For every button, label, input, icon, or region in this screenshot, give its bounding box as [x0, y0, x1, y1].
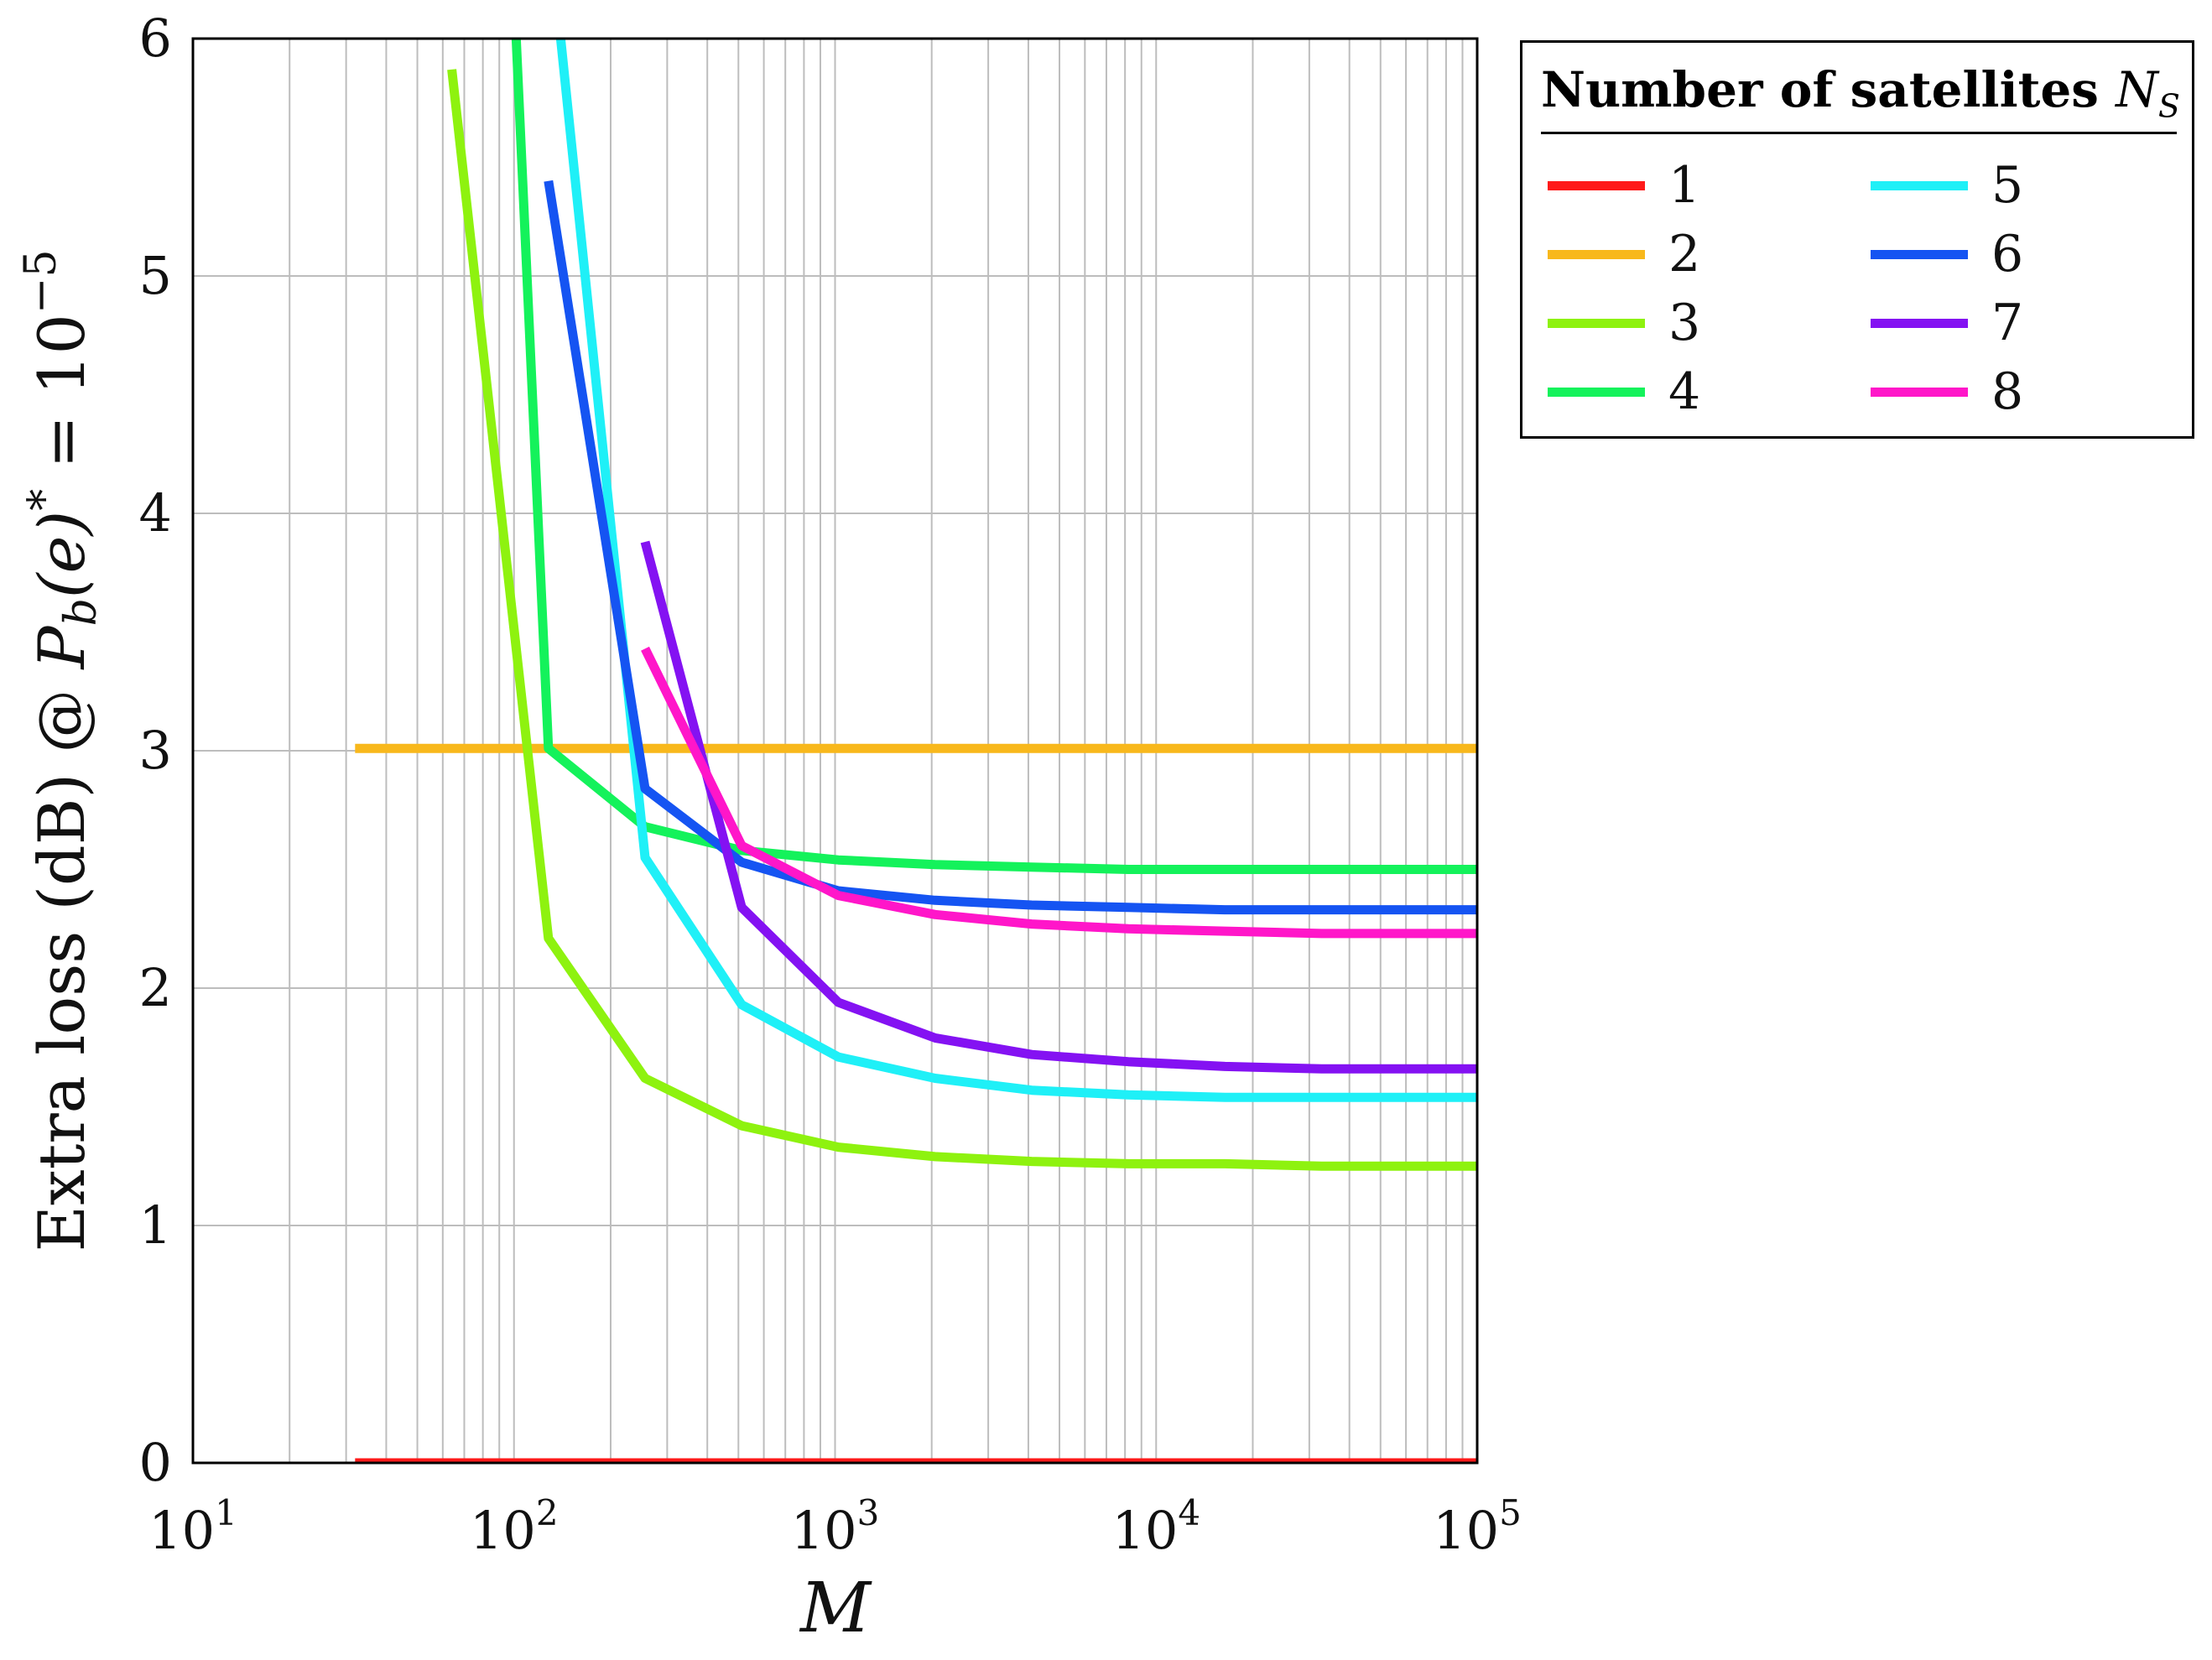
x-tick-label: 103	[791, 1492, 880, 1561]
legend-label: 8	[1991, 362, 2024, 421]
y-axis-label-prefix: Extra loss (dB) @	[24, 669, 99, 1252]
legend-item-8: 8	[1871, 362, 2023, 421]
y-axis-label-exponent: −5	[16, 249, 66, 314]
plot-frame	[191, 37, 1479, 1465]
legend-label: 5	[1991, 156, 2024, 215]
legend-label: 1	[1668, 156, 1701, 215]
y-axis-label-equals: = 10	[24, 314, 99, 489]
series-line-6	[544, 180, 1477, 915]
legend-title-subscript: S	[2157, 87, 2180, 125]
legend-item-2: 2	[1548, 225, 1700, 284]
legend-item-3: 3	[1548, 294, 1700, 352]
series-line-4	[511, 39, 1477, 874]
legend-label: 2	[1668, 225, 1701, 284]
y-axis-label-symbol: P	[24, 625, 99, 671]
legend-title-symbol: N	[2116, 61, 2158, 118]
y-axis-label: Extra loss (dB) @ Pb(e)* = 10−5	[16, 249, 107, 1252]
legend-swatch	[1548, 318, 1645, 328]
legend-swatch	[1871, 387, 1968, 397]
x-axis-label: M	[799, 1569, 872, 1648]
x-tick-label: 105	[1433, 1492, 1522, 1561]
legend: Number of satellites NS 1 2 3 4 5 6 7 8	[1520, 40, 2194, 439]
legend-divider	[1541, 132, 2177, 134]
legend-item-1: 1	[1548, 156, 1700, 215]
series-lines	[355, 39, 1477, 1463]
y-axis-label-superscript: *	[19, 489, 70, 511]
series-line-7	[640, 540, 1477, 1074]
y-tick-label: 0	[139, 1432, 172, 1493]
y-tick-label: 1	[139, 1194, 172, 1256]
series-line-8	[641, 646, 1477, 939]
axis-ticks: 101 102 103 104 105 0 1 2 3 4 5 6	[139, 8, 1522, 1561]
legend-swatch	[1871, 180, 1968, 190]
legend-title-text: Number of satellites	[1541, 61, 2116, 118]
legend-swatch	[1871, 249, 1968, 259]
y-tick-label: 4	[139, 482, 172, 544]
y-tick-label: 3	[139, 720, 172, 781]
legend-label: 6	[1991, 225, 2024, 284]
legend-label: 3	[1668, 294, 1701, 352]
legend-swatch	[1548, 180, 1645, 190]
y-tick-label: 5	[139, 245, 172, 306]
legend-label: 4	[1668, 362, 1701, 421]
legend-item-6: 6	[1871, 225, 2023, 284]
x-tick-label: 102	[470, 1492, 559, 1561]
series-line-3	[447, 69, 1477, 1171]
x-tick-label: 101	[148, 1492, 237, 1561]
x-tick-label: 104	[1111, 1492, 1200, 1561]
y-tick-label: 6	[139, 8, 172, 69]
legend-item-5: 5	[1871, 156, 2023, 215]
legend-label: 7	[1991, 294, 2024, 352]
series-line-5	[555, 39, 1477, 1102]
legend-swatch	[1871, 318, 1968, 328]
y-axis-label-argument: (e)	[24, 511, 99, 598]
legend-item-4: 4	[1548, 362, 1700, 421]
legend-swatch	[1548, 249, 1645, 259]
y-tick-label: 2	[139, 957, 172, 1018]
legend-item-7: 7	[1871, 294, 2023, 352]
legend-swatch	[1548, 387, 1645, 397]
y-axis-label-subscript: b	[56, 598, 107, 626]
legend-title: Number of satellites NS	[1541, 61, 2180, 125]
